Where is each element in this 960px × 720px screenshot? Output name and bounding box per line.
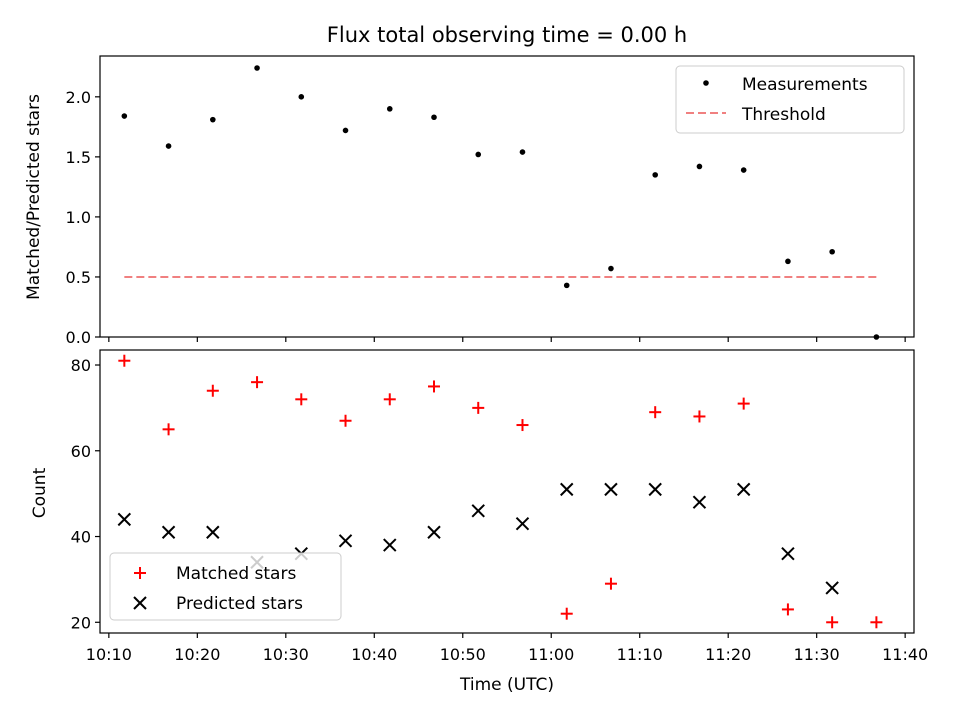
measurement-point	[563, 282, 570, 289]
predicted-stars-point	[338, 534, 353, 548]
measurement-point	[785, 258, 791, 265]
measurement-point	[431, 114, 437, 121]
ratio-y-axis-label: Matched/Predicted stars	[24, 94, 44, 300]
predicted-stars-point	[736, 482, 751, 497]
y-tick-label: 2.0	[66, 88, 91, 107]
matched-stars-point	[870, 616, 883, 629]
matched-stars-point	[339, 414, 352, 427]
x-axis-label: Time (UTC)	[459, 675, 554, 695]
matched-stars-point	[295, 393, 308, 406]
count-marks	[117, 354, 883, 629]
measurement-point	[696, 163, 703, 170]
matched-stars-point	[118, 354, 131, 367]
predicted-stars-point	[560, 482, 574, 497]
y-tick-label: 0.0	[66, 328, 91, 347]
ratio-legend-box	[675, 65, 905, 134]
x-tick-label: 11:30	[794, 645, 840, 664]
legend-measurements-label: Measurements	[742, 75, 868, 95]
predicted-stars-point	[206, 525, 220, 539]
legend-matched-label: Matched stars	[176, 564, 296, 584]
ratio-axes: 0.0 0.5 1.0 1.5 2.0	[66, 88, 906, 347]
matched-stars-point	[737, 397, 750, 410]
y-tick-label: 1.0	[66, 208, 91, 227]
measurement-point	[608, 265, 614, 272]
count-legend: Matched stars Predicted stars	[109, 552, 342, 621]
predicted-stars-point	[648, 482, 662, 497]
matched-stars-point	[693, 410, 706, 423]
matched-stars-point	[781, 603, 794, 616]
predicted-stars-point	[604, 482, 618, 497]
measurement-point	[652, 172, 659, 178]
ratio-legend: Measurements Threshold	[675, 65, 905, 134]
measurement-point	[740, 167, 747, 173]
matched-stars-point	[560, 607, 573, 620]
matched-stars-point	[162, 423, 175, 436]
legend-threshold-label: Threshold	[741, 105, 826, 125]
x-tick-label: 11:40	[882, 645, 928, 664]
matched-stars-point	[604, 577, 617, 590]
count-panel: 20 40 60 80 10:10 10:20 10:30 10:40 10:50 11:00 11…	[30, 349, 929, 695]
y-tick-label: 1.5	[66, 148, 91, 167]
count-y-axis-label: Count	[30, 467, 50, 518]
matched-stars-point	[649, 406, 662, 419]
legend-matched-marker	[134, 567, 146, 579]
predicted-stars-point	[161, 525, 176, 539]
count-axes: 20 40 60 80 10:10 10:20 10:30 10:40 10:50 11:00 11…	[71, 356, 929, 664]
y-tick-label: 40	[71, 528, 91, 547]
matched-stars-point	[251, 376, 264, 389]
ratio-panel: 0.00.51.01.52.0 Matched/Predicted stars …	[24, 55, 915, 347]
count-legend-box	[109, 552, 342, 621]
predicted-stars-point	[781, 546, 795, 561]
x-tick-label: 11:10	[617, 645, 663, 664]
y-tick-label: 80	[71, 356, 91, 375]
y-tick-label: 60	[71, 442, 91, 461]
count-frame	[99, 349, 915, 634]
chart-title: Flux total observing time = 0.00 h	[327, 23, 687, 47]
measurement-point	[475, 151, 482, 158]
predicted-stars-point	[427, 525, 441, 539]
x-tick-label: 10:40	[351, 645, 397, 664]
measurement-point	[165, 143, 172, 149]
y-tick-label: 0.5	[66, 268, 91, 287]
predicted-stars-point	[383, 538, 397, 552]
x-tick-label: 10:20	[174, 645, 220, 664]
matched-stars-point	[826, 616, 839, 629]
ratio-marks	[121, 65, 880, 340]
x-tick-label: 10:10	[86, 645, 132, 664]
predicted-stars-point	[825, 581, 839, 595]
matched-stars-point	[472, 401, 485, 414]
x-tick-label: 10:50	[440, 645, 486, 664]
matched-stars-point	[428, 380, 441, 393]
measurement-point	[121, 113, 128, 119]
matched-stars-point	[206, 384, 219, 397]
predicted-stars-point	[117, 512, 132, 527]
measurement-point	[519, 149, 526, 155]
y-tick-label: 20	[71, 613, 91, 632]
x-tick-label: 10:30	[263, 645, 309, 664]
matched-stars-point	[516, 419, 529, 432]
measurement-point	[386, 106, 393, 112]
predicted-stars-point	[515, 516, 530, 531]
predicted-stars-point	[471, 504, 485, 518]
ratio-frame	[99, 55, 915, 338]
legend-measurements-marker	[703, 80, 709, 86]
predicted-stars-point	[692, 495, 707, 509]
legend-predicted-label: Predicted stars	[176, 594, 303, 614]
x-tick-label: 11:00	[528, 645, 574, 664]
measurement-point	[210, 116, 216, 123]
measurement-point	[254, 65, 260, 71]
legend-predicted-marker	[133, 596, 147, 610]
measurement-point	[829, 248, 835, 255]
measurement-point	[298, 94, 305, 100]
matched-stars-point	[383, 393, 396, 406]
measurement-point	[342, 127, 349, 134]
x-tick-label: 11:20	[705, 645, 751, 664]
